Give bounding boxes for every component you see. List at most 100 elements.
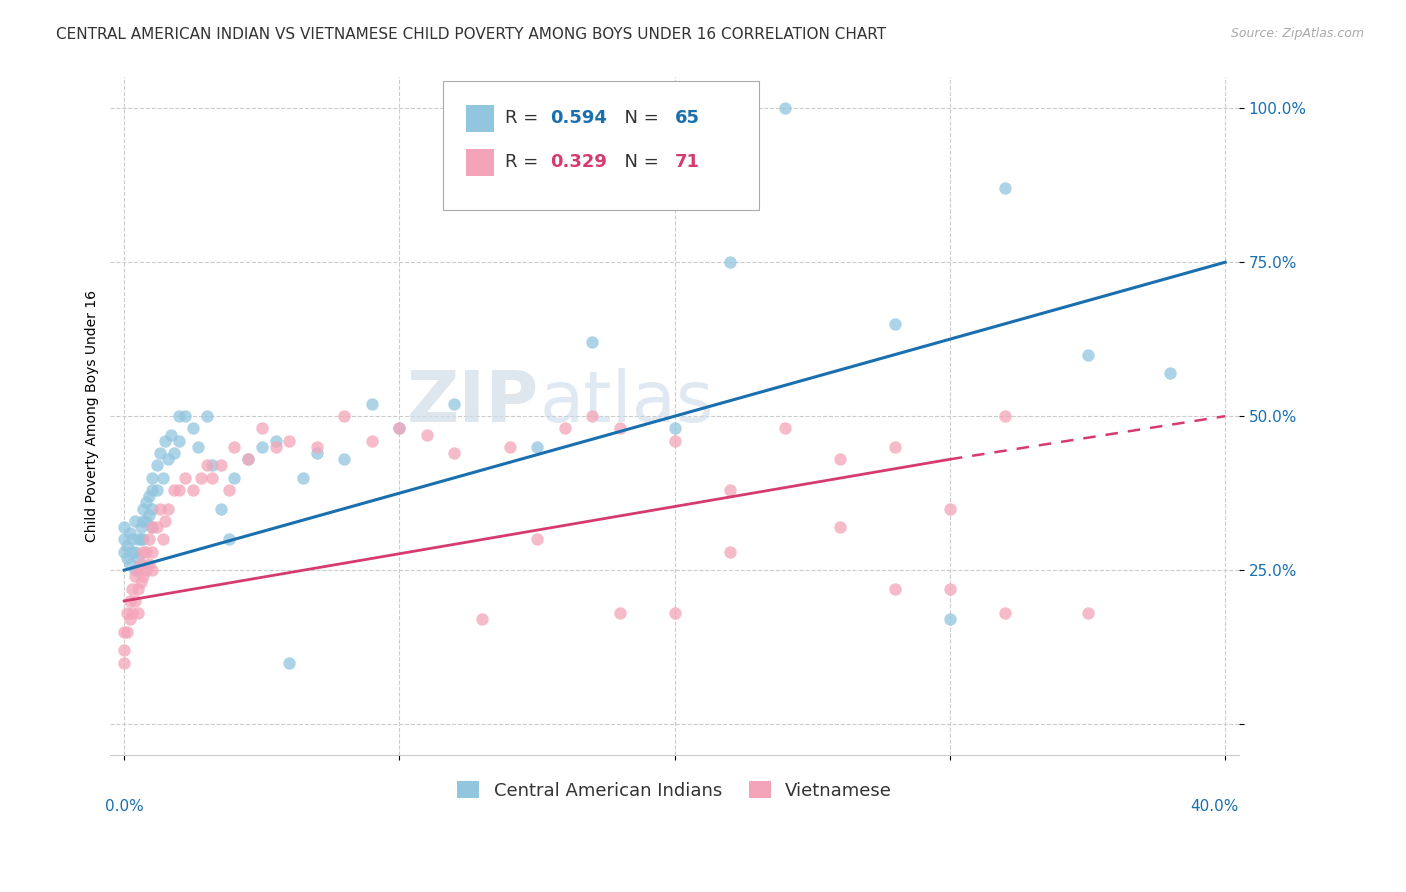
Point (149, 501, 172, 516)
Point (118, 557, 141, 571)
Point (124, 594, 146, 608)
Point (112, 643, 135, 657)
Point (939, 582, 962, 596)
Point (115, 539, 138, 553)
Point (141, 563, 163, 577)
Text: 0.594: 0.594 (551, 109, 607, 127)
Point (664, 607, 686, 621)
Point (152, 471, 174, 485)
Point (609, 421, 631, 435)
Point (181, 483, 204, 497)
Point (138, 489, 160, 503)
Text: 40.0%: 40.0% (1191, 799, 1239, 814)
FancyBboxPatch shape (443, 81, 759, 210)
Point (471, 612, 494, 626)
Point (124, 544, 146, 558)
Text: R =: R = (505, 109, 544, 127)
Point (388, 421, 411, 435)
FancyBboxPatch shape (465, 104, 494, 132)
Point (526, 440, 548, 454)
Point (129, 557, 152, 571)
Point (361, 397, 384, 411)
Point (152, 533, 174, 547)
Point (157, 501, 180, 516)
Point (236, 452, 259, 467)
Point (124, 569, 146, 583)
Point (1159, 366, 1181, 380)
Point (141, 483, 163, 497)
Point (939, 501, 962, 516)
FancyBboxPatch shape (465, 149, 494, 176)
Point (224, 440, 246, 454)
Point (581, 409, 603, 424)
Point (112, 544, 135, 558)
Text: Source: ZipAtlas.com: Source: ZipAtlas.com (1230, 27, 1364, 40)
Text: 65: 65 (675, 109, 700, 127)
Point (141, 501, 163, 516)
Text: atlas: atlas (540, 368, 714, 437)
Point (718, 483, 741, 497)
Point (305, 446, 328, 460)
Point (264, 434, 287, 448)
Point (163, 483, 186, 497)
Point (115, 550, 138, 565)
Point (138, 533, 160, 547)
Point (141, 544, 163, 558)
Point (163, 446, 186, 460)
Text: N =: N = (613, 109, 664, 127)
Point (135, 563, 157, 577)
Point (250, 440, 273, 454)
Point (121, 533, 143, 547)
Point (118, 594, 141, 608)
Point (264, 440, 287, 454)
Point (718, 544, 741, 558)
Point (1076, 607, 1098, 621)
Point (609, 607, 631, 621)
Point (224, 471, 246, 485)
Point (828, 520, 851, 534)
Point (201, 471, 224, 485)
Text: 0.0%: 0.0% (105, 799, 143, 814)
Point (828, 452, 851, 467)
Point (138, 508, 160, 522)
Point (115, 624, 138, 639)
Point (167, 409, 190, 424)
Point (554, 421, 576, 435)
Point (132, 544, 155, 558)
Point (173, 471, 195, 485)
Point (129, 533, 152, 547)
Point (994, 409, 1017, 424)
Point (278, 656, 301, 670)
Point (195, 409, 218, 424)
Point (160, 427, 183, 442)
Point (333, 409, 356, 424)
Point (883, 317, 905, 331)
Point (112, 624, 135, 639)
Point (129, 575, 152, 590)
Point (127, 563, 149, 577)
Point (361, 434, 384, 448)
Y-axis label: Child Poverty Among Boys Under 16: Child Poverty Among Boys Under 16 (86, 290, 100, 542)
Point (209, 458, 232, 473)
Point (127, 533, 149, 547)
Point (127, 607, 149, 621)
Point (498, 440, 520, 454)
Point (883, 440, 905, 454)
Point (124, 514, 146, 528)
Point (994, 181, 1017, 195)
Point (773, 101, 796, 115)
Point (155, 514, 177, 528)
Point (112, 533, 135, 547)
Point (118, 612, 141, 626)
Point (132, 569, 155, 583)
Point (121, 607, 143, 621)
Point (201, 458, 224, 473)
Point (209, 501, 232, 516)
Point (132, 501, 155, 516)
Point (141, 520, 163, 534)
Point (141, 471, 163, 485)
Point (664, 434, 686, 448)
Point (127, 582, 149, 596)
Point (132, 533, 155, 547)
Point (149, 446, 172, 460)
